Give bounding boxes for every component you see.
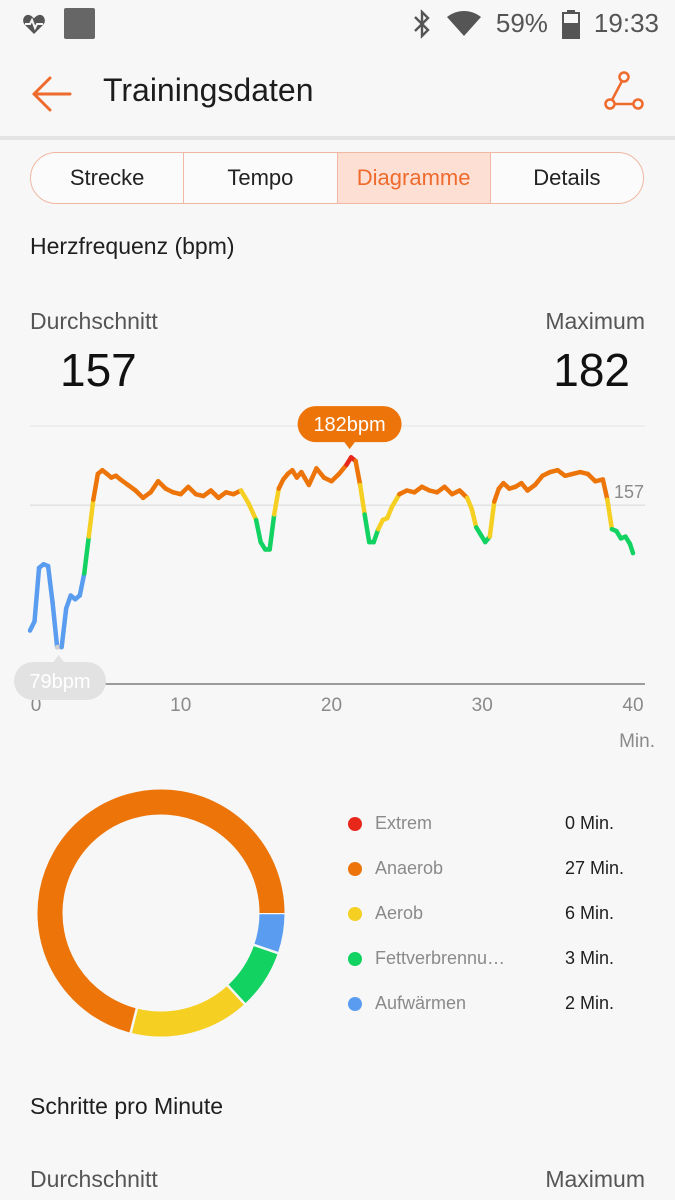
- donut-separator: [252, 943, 280, 955]
- hr-average-label: Durchschnitt: [30, 308, 158, 334]
- legend-dot: [348, 817, 362, 831]
- heart-rate-segment: [353, 458, 363, 488]
- legend-dot: [348, 907, 362, 921]
- heart-rate-segment: [371, 526, 381, 545]
- legend-item-fettverbrennung: Fettverbrennu… 3 Min.: [348, 940, 648, 985]
- heart-rate-segment: [86, 497, 96, 539]
- donut-separator: [129, 1006, 139, 1035]
- min-bubble: [14, 661, 106, 700]
- steps-title: Schritte pro Minute: [30, 1093, 224, 1119]
- battery-percent: 59%: [495, 8, 548, 38]
- average-line-label: 157: [614, 482, 644, 502]
- donut-separator: [225, 983, 247, 1006]
- tab-strecke[interactable]: Strecke: [31, 153, 185, 203]
- zone-donut-chart: [37, 789, 286, 1037]
- heart-rate-segment: [600, 477, 610, 502]
- heart-rate-segment: [77, 571, 87, 598]
- heart-rate-segment: [59, 606, 69, 650]
- heart-rate-segment: [32, 565, 42, 624]
- legend-dot: [348, 862, 362, 876]
- legend-dot: [348, 952, 362, 966]
- legend-item-aufwaermen: Aufwärmen 2 Min.: [348, 985, 648, 1030]
- tab-details[interactable]: Details: [533, 165, 601, 190]
- legend-value: 0 Min.: [565, 813, 615, 833]
- legend-label: Anaerob: [375, 858, 444, 878]
- legend-label: Extrem: [375, 813, 433, 833]
- hr-maximum-label: Maximum: [545, 308, 645, 334]
- heart-rate-segment: [91, 471, 101, 502]
- legend-value: 2 Min.: [565, 993, 615, 1013]
- heart-rate-segment: [605, 497, 615, 532]
- heart-rate-segment: [362, 512, 372, 545]
- x-tick-label: 0: [31, 695, 42, 716]
- min-bubble-pointer: [52, 654, 65, 663]
- heart-rate-segment: [306, 466, 319, 488]
- legend-value: 6 Min.: [565, 903, 615, 923]
- x-tick-label: 10: [170, 695, 191, 716]
- tab-tempo[interactable]: Tempo: [184, 153, 338, 203]
- heart-rate-segment: [238, 488, 251, 506]
- heart-rate-segment: [267, 512, 277, 552]
- heart-rate-segment: [253, 517, 263, 545]
- heart-rate-segment: [45, 563, 55, 606]
- x-tick-label: 30: [472, 695, 493, 716]
- clock: 19:33: [593, 8, 659, 38]
- heart-rate-segment: [389, 491, 402, 510]
- heart-rate-notification-icon: [23, 14, 45, 34]
- hr-average-value: 157: [60, 344, 137, 396]
- wifi-icon: [446, 10, 481, 36]
- heart-rate-segment: [246, 501, 259, 523]
- donut-slice-aufwärmen: [254, 912, 285, 954]
- tab-bar: Strecke Tempo Diagramme Details: [30, 152, 644, 204]
- donut-slice-fettverbrennung: [227, 944, 278, 1004]
- hr-maximum-value: 182: [553, 344, 630, 396]
- app-bar: Trainingsdaten: [0, 48, 675, 140]
- back-button[interactable]: [30, 74, 74, 114]
- legend-item-anaerob: Anaerob 27 Min.: [348, 850, 648, 895]
- route-share-icon: [604, 71, 644, 110]
- legend-value: 27 Min.: [565, 858, 625, 878]
- legend-label: Aerob: [375, 903, 424, 923]
- heart-rate-segment: [469, 506, 479, 530]
- heart-rate-segment: [487, 499, 497, 539]
- min-marker: 79bpm: [14, 654, 106, 700]
- legend-item-extrem: Extrem 0 Min.: [348, 805, 648, 850]
- tab-diagramme[interactable]: Diagramme: [337, 153, 491, 203]
- max-bubble: [297, 406, 402, 443]
- max-bubble-pointer: [343, 441, 356, 450]
- heart-rate-title: Herzfrequenz (bpm): [30, 233, 235, 259]
- steps-average-label: Durchschnitt: [30, 1166, 158, 1192]
- bluetooth-icon: [414, 8, 430, 39]
- x-axis-unit: Min.: [619, 731, 655, 752]
- page-title: Trainingsdaten: [103, 72, 314, 108]
- heart-rate-segment: [271, 486, 281, 517]
- min-bubble-label: 79bpm: [29, 671, 90, 693]
- arrow-left-icon: [32, 76, 72, 112]
- heart-rate-chart: 157 0 10 20 30 40 Min. 182bpm 79bpm: [14, 406, 655, 752]
- x-axis-ticks: 0 10 20 30 40: [31, 695, 644, 716]
- status-bar: 59% 19:33: [0, 0, 675, 48]
- legend-item-aerob: Aerob 6 Min.: [348, 895, 648, 940]
- zone-legend: Extrem 0 Min. Anaerob 27 Min. Aerob 6 Mi…: [348, 805, 648, 1030]
- donut-slice-anaerob: [37, 789, 285, 1033]
- heart-rate-segment: [82, 534, 92, 576]
- max-bubble-label: 182bpm: [313, 414, 385, 436]
- route-share-button[interactable]: [603, 70, 645, 112]
- legend-dot: [348, 997, 362, 1011]
- legend-label: Fettverbrennu…: [375, 948, 506, 968]
- x-tick-label: 20: [321, 695, 342, 716]
- app-notification-icon: [64, 8, 95, 39]
- steps-maximum-label: Maximum: [545, 1166, 645, 1192]
- heart-rate-segment: [357, 482, 367, 517]
- legend-label: Aufwärmen: [375, 993, 467, 1013]
- heart-rate-segment: [50, 600, 60, 650]
- legend-value: 3 Min.: [565, 948, 615, 968]
- max-marker: 182bpm: [297, 406, 402, 450]
- donut-slice-aerob: [130, 985, 245, 1037]
- x-tick-label: 40: [622, 695, 643, 716]
- heart-rate-segment: [627, 541, 636, 556]
- heart-rate-segment: [492, 486, 502, 504]
- heart-rate-line: [27, 455, 636, 650]
- battery-icon: [561, 9, 580, 39]
